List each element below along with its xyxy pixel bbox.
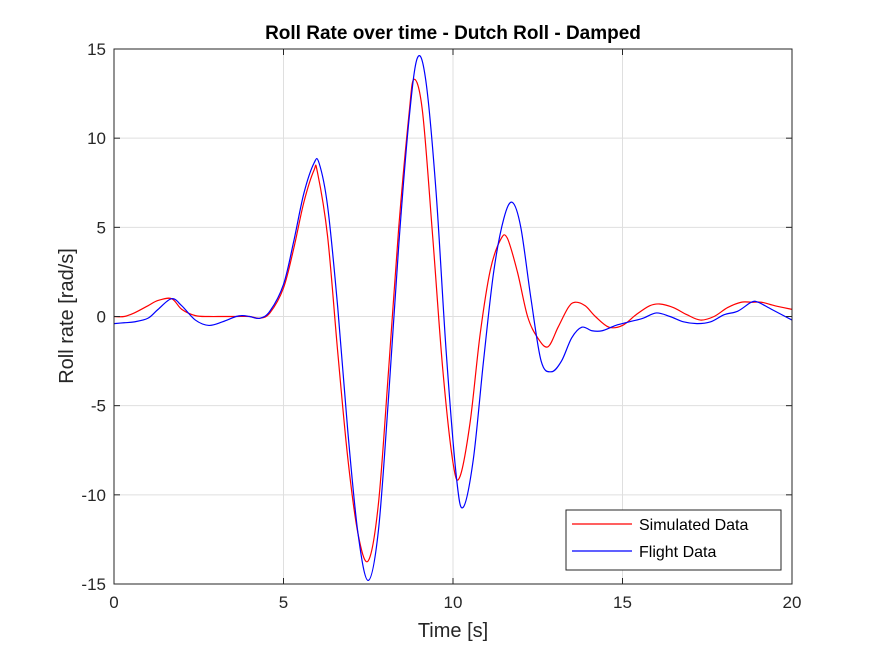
legend-box: [565, 509, 782, 571]
legend-label-flight: Flight Data: [639, 544, 716, 561]
y-tick-label: 10: [87, 129, 106, 148]
y-tick-label: 0: [97, 308, 106, 327]
y-tick-label: -15: [81, 575, 106, 594]
x-tick-label: 0: [109, 593, 118, 612]
legend: Simulated Data Flight Data: [565, 509, 782, 571]
series-line-flight: [113, 55, 793, 582]
chart-title: Roll Rate over time - Dutch Roll - Dampe…: [265, 23, 641, 44]
y-tick-label: 15: [87, 40, 106, 59]
x-tick-label: 15: [613, 593, 632, 612]
y-tick-labels: -15 -10 -5 0 5 10 15: [81, 40, 106, 594]
y-axis-label: Roll rate [rad/s]: [56, 248, 78, 384]
series-lines: [113, 55, 793, 582]
x-tick-label: 10: [444, 593, 463, 612]
ticks: [113, 48, 793, 585]
x-axis-label: Time [s]: [418, 620, 488, 642]
x-tick-labels: 0 5 10 15 20: [109, 593, 801, 612]
y-tick-label: -10: [81, 486, 106, 505]
y-tick-label: -5: [91, 397, 106, 416]
y-tick-label: 5: [97, 218, 106, 237]
x-tick-label: 20: [783, 593, 802, 612]
x-tick-label: 5: [279, 593, 288, 612]
legend-label-simulated: Simulated Data: [639, 517, 748, 534]
